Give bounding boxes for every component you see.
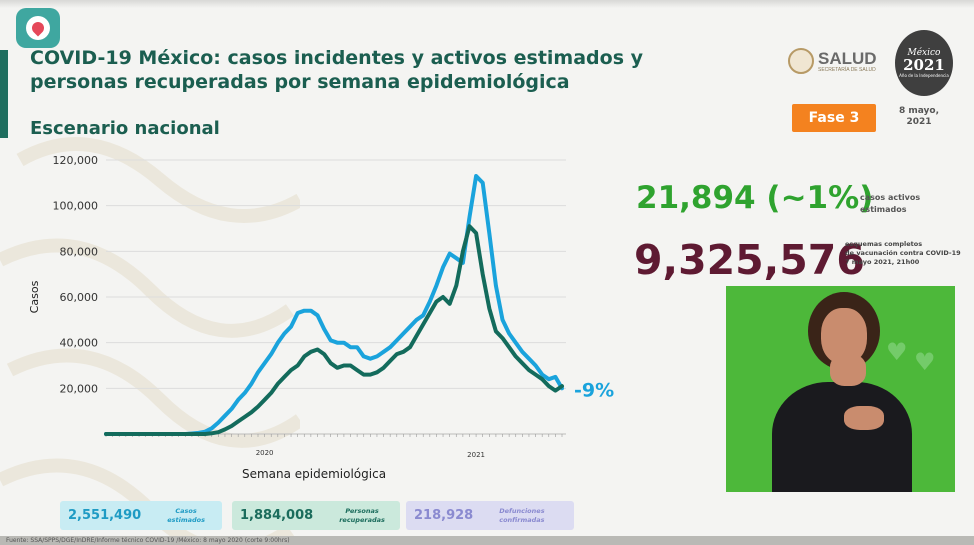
vaccination-label-1: esquemas completos [845,240,923,248]
interpreter-body [772,382,912,492]
mexico-logo-line1: México [907,48,941,58]
y-tick-label: 100,000 [53,200,99,213]
accent-bar [0,50,8,138]
year-label-2021: 2021 [467,451,485,459]
report-date: 8 mayo, 2021 [894,106,944,128]
y-tick-label: 40,000 [60,337,99,350]
stat-box-recovered: 1,884,008 Personas recuperadas [232,501,400,530]
sign-language-interpreter-video: ♥ ♥ [726,286,955,492]
stat-box-label-2: confirmadas [499,515,545,524]
heart-icon: ♥ [886,338,908,366]
stat-box-value: 218,928 [414,508,474,523]
report-date-line1: 8 mayo, [898,106,940,116]
chart-svg: 20,000 40,000 60,000 80,000 100,000 120,000 20… [28,154,614,481]
page-title: COVID-19 México: casos incidentes y acti… [30,47,644,93]
page-subtitle: Escenario nacional [30,118,220,139]
active-cases-label: casos activos estimados [860,192,920,216]
year-label-2020: 2020 [256,449,274,457]
stat-box-label: Defunciones confirmadas [499,507,544,525]
vaccination-label-2: de vacunación contra COVID-19 [845,249,961,257]
stat-box-value: 1,884,008 [240,508,314,523]
y-axis-label: Casos [28,280,41,313]
interpreter-hand [830,354,866,386]
change-annotation: -9% [574,379,614,401]
periscope-logo-icon[interactable] [16,8,60,48]
stat-box-label-1: Casos [175,506,197,515]
salud-logo: SALUD SECRETARÍA DE SALUD [788,48,877,74]
y-tick-label: 20,000 [60,382,99,395]
stat-box-label: Casos estimados [167,507,205,525]
vaccination-value: 9,325,576 [634,236,865,284]
stat-box-label-2: recuperadas [339,515,385,524]
series-line-0 [104,174,564,436]
series-line-1 [104,224,564,436]
salud-logo-text: SALUD [818,48,877,68]
stat-box-label: Personas recuperadas [339,507,385,525]
salud-logo-subtext: SECRETARÍA DE SALUD [818,66,876,73]
x-axis-label: Semana epidemiológica [242,467,386,481]
salud-shield-icon [788,48,814,74]
stat-box-value: 2,551,490 [68,508,142,523]
vaccination-label: esquemas completos de vacunación contra … [845,240,961,267]
heart-icon: ♥ [914,348,936,376]
y-tick-label: 120,000 [53,154,99,167]
mexico-logo-line3: Año de la Independencia [899,73,949,78]
active-cases-label-1: casos activos [860,193,921,202]
stat-box-label-2: estimados [167,515,205,524]
line-chart: 20,000 40,000 60,000 80,000 100,000 120,000 20… [20,150,620,490]
stat-box-estimated-cases: 2,551,490 Casos estimados [60,501,222,530]
y-tick-label: 60,000 [60,291,99,304]
mexico-logo-line2: 2021 [903,56,945,74]
active-cases-value: 21,894 (~1%) [636,180,874,216]
mexico-2021-logo: México 2021 Año de la Independencia [895,30,953,96]
stat-box-label-1: Personas [345,506,379,515]
vaccination-label-3: 7 mayo 2021, 21h00 [845,258,920,266]
top-band [0,0,974,8]
interpreter-hand [844,406,884,430]
fase-badge: Fase 3 [792,104,876,132]
stat-box-label-1: Defunciones [499,506,545,515]
y-tick-label: 80,000 [60,245,99,258]
stat-box-deaths: 218,928 Defunciones confirmadas [406,501,574,530]
report-date-line2: 2021 [906,117,932,127]
active-cases-label-2: estimados [860,205,907,214]
source-footer: Fuente: SSA/SPPS/DGE/InDRE/Informe técni… [0,536,974,545]
